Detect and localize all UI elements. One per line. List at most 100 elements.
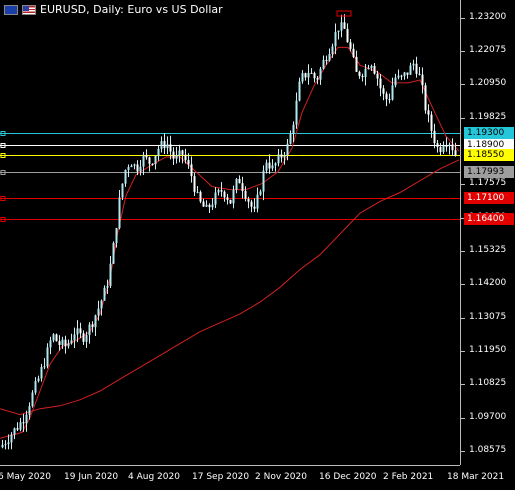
price-tick-label: 1.09700 (460, 411, 507, 422)
ma-fast-line (0, 46, 460, 439)
candle-body (232, 189, 235, 204)
candle-body (118, 197, 121, 229)
candle-body (445, 146, 448, 148)
candle-body (325, 59, 328, 61)
candle-body (337, 30, 340, 33)
candle-body (310, 72, 313, 74)
candle-body (430, 114, 433, 131)
candle-body (7, 442, 10, 445)
chart-canvas[interactable]: EURUSD, Daily: Euro vs US Dollar (0, 0, 460, 465)
candle-body (301, 73, 304, 82)
candle-body (43, 366, 46, 368)
candle-body (166, 144, 169, 149)
candle-body (286, 143, 289, 156)
date-tick-label: 18 Mar 2021 (447, 472, 505, 482)
candle-body (442, 146, 445, 152)
candle-body (256, 194, 259, 209)
candle-body (163, 141, 166, 149)
candle-body (103, 287, 106, 301)
date-tick-label: 16 Dec 2020 (319, 472, 377, 482)
time-axis[interactable]: 6 May 2020 19 Jun 2020 4 Aug 2020 17 Sep 20… (0, 465, 504, 490)
candle-body (421, 74, 424, 86)
candle-body (208, 204, 211, 208)
date-tick-label: 2 Feb 2021 (383, 472, 434, 482)
candle-body (115, 228, 118, 243)
level-handle-4 (0, 196, 6, 201)
candle-body (97, 308, 100, 316)
candle-body (145, 154, 148, 158)
candle-body (55, 334, 58, 342)
candle-body (79, 328, 82, 334)
candle-body (244, 191, 247, 199)
candle-body (412, 63, 415, 66)
candle-body (226, 197, 229, 200)
eu-flag-icon (4, 4, 18, 15)
candle-body (106, 285, 109, 288)
candle-body (25, 414, 28, 424)
candle-body (61, 339, 64, 345)
candle-body (136, 164, 139, 172)
candle-body (100, 300, 103, 309)
candle-body (427, 110, 430, 115)
candle-body (64, 339, 67, 347)
candle-body (448, 144, 451, 147)
candle-body (313, 73, 316, 79)
candle-body (157, 148, 160, 156)
candle-body (214, 192, 217, 205)
candle-body (49, 340, 52, 348)
level-price-label: 1.18900 (464, 139, 514, 152)
candle-body (340, 22, 343, 31)
date-tick-label: 19 Jun 2020 (64, 472, 119, 482)
candle-body (199, 191, 202, 202)
price-chart (0, 10, 460, 450)
candle-body (1, 444, 4, 448)
candle-body (370, 65, 373, 69)
candle-body (253, 206, 256, 209)
candle-body (211, 204, 214, 208)
candle-body (85, 335, 88, 342)
candle-body (439, 147, 442, 152)
candle-body (46, 347, 49, 367)
candle-body (139, 166, 142, 172)
price-tick-label: 1.20950 (460, 78, 507, 89)
candle-body (406, 72, 409, 75)
candle-body (364, 68, 367, 78)
candle-body (40, 366, 43, 379)
candle-body (343, 22, 346, 29)
price-axis[interactable]: 1.23200 1.22075 1.20950 1.19825 1.17575 1.164… (460, 0, 515, 465)
price-tick-label: 1.19825 (460, 111, 507, 122)
candle-body (280, 154, 283, 158)
candle-body (298, 81, 301, 101)
level-price-label: 1.18550 (464, 149, 514, 162)
level-price-label: 1.17993 (464, 166, 514, 179)
candle-body (22, 422, 25, 424)
candle-body (109, 263, 112, 286)
candle-body (154, 155, 157, 165)
candle-body (382, 88, 385, 94)
price-tick-label: 1.22075 (460, 45, 507, 56)
date-tick-label: 4 Aug 2020 (128, 472, 180, 482)
high-marker (336, 10, 352, 17)
candle-body (172, 151, 175, 159)
candle-body (349, 42, 352, 49)
candle-body (112, 242, 115, 264)
candle-body (181, 150, 184, 155)
price-tick-label: 1.11950 (460, 344, 507, 355)
candle-body (274, 163, 277, 166)
candle-body (88, 324, 91, 336)
date-tick-label: 6 May 2020 (0, 472, 51, 482)
price-tick-label: 1.14200 (460, 278, 507, 289)
candle-body (184, 154, 187, 161)
candle-body (304, 73, 307, 78)
candle-body (229, 199, 232, 204)
candle-body (151, 163, 154, 165)
candle-body (262, 170, 265, 192)
candle-body (127, 167, 130, 170)
candle-body (187, 160, 190, 165)
candle-body (271, 165, 274, 169)
level-handle-0 (0, 131, 6, 136)
level-price-label: 1.19300 (464, 127, 514, 140)
price-tick-label: 1.23200 (460, 11, 507, 22)
date-tick-label: 17 Sep 2020 (192, 472, 250, 482)
candle-body (37, 378, 40, 382)
